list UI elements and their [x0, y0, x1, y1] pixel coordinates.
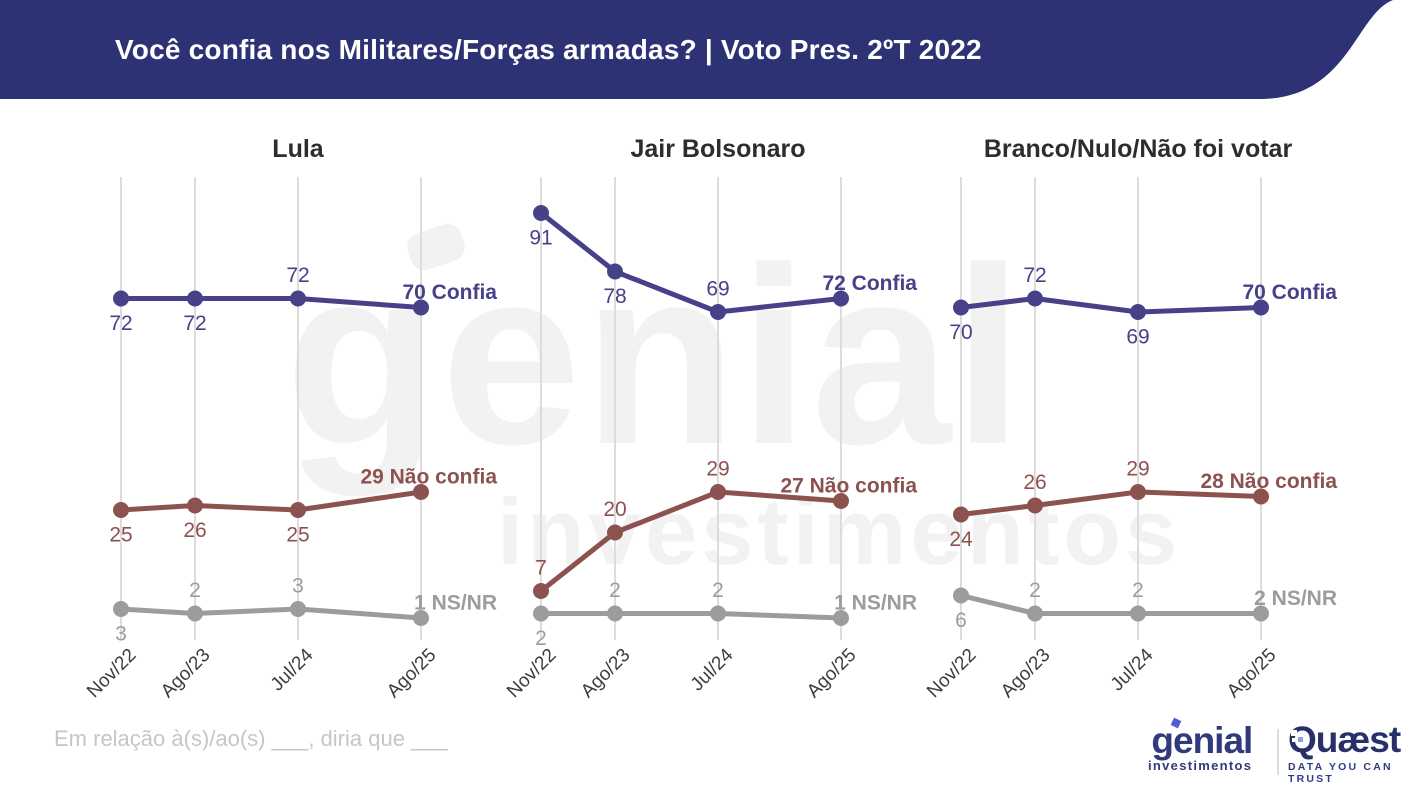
panel-title-bolsonaro: Jair Bolsonaro [630, 135, 806, 163]
footer-logos: genial investimentos Quæst DATA YOU CAN … [1140, 717, 1410, 788]
page-title: Você confia nos Militares/Forças armadas… [115, 33, 982, 65]
svg-text:Ago/25: Ago/25 [383, 645, 440, 702]
svg-text:70 Confia: 70 Confia [1242, 281, 1337, 304]
svg-text:2: 2 [609, 579, 621, 602]
svg-text:2: 2 [535, 627, 547, 650]
svg-text:29 Não confia: 29 Não confia [360, 466, 497, 489]
svg-text:69: 69 [1126, 326, 1149, 349]
svg-text:1 NS/NR: 1 NS/NR [834, 592, 917, 615]
svg-text:1 NS/NR: 1 NS/NR [414, 592, 497, 615]
svg-text:2 NS/NR: 2 NS/NR [1254, 587, 1337, 610]
panel-title-lula: Lula [272, 135, 324, 163]
svg-text:Ago/25: Ago/25 [1223, 645, 1280, 702]
svg-text:6: 6 [955, 609, 967, 632]
svg-text:69: 69 [706, 278, 729, 301]
line-chart-bolsonaro: Nov/22 Ago/23 Jul/24 Ago/25 91 78 69 72 Confia 7… [503, 177, 917, 702]
svg-text:72: 72 [109, 312, 132, 335]
quaest-logo-tagline: DATA YOU CAN TRUST [1288, 761, 1393, 785]
svg-text:Jul/24: Jul/24 [1107, 644, 1158, 695]
quaest-q-pixel-icon [1291, 730, 1297, 736]
svg-text:3: 3 [292, 575, 304, 598]
logo-divider [1277, 729, 1279, 775]
genial-logo-subtitle: investimentos [1148, 758, 1253, 773]
svg-text:7: 7 [535, 557, 547, 580]
svg-text:70 Confia: 70 Confia [402, 281, 497, 304]
watermark-genial: genial [285, 216, 1026, 497]
svg-text:29: 29 [706, 458, 729, 481]
quaest-q-pixel-icon [1292, 738, 1296, 742]
genial-logo-name: genial [1151, 720, 1253, 761]
svg-text:91: 91 [529, 227, 552, 250]
svg-text:20: 20 [603, 498, 626, 521]
svg-text:2: 2 [189, 579, 201, 602]
svg-text:Jul/24: Jul/24 [267, 644, 318, 695]
quaest-logo: Quæst DATA YOU CAN TRUST [1288, 719, 1410, 785]
svg-text:72: 72 [286, 264, 309, 287]
header-curve-decoration [1264, 0, 1424, 99]
chart-panel-bolsonaro: Jair Bolsonaro Nov/22 Ago/23 Jul/24 Ago/25 9… [460, 135, 917, 715]
svg-text:Ago/23: Ago/23 [157, 645, 214, 702]
svg-text:72: 72 [1023, 264, 1046, 287]
header-banner: Você confia nos Militares/Forças armadas… [0, 0, 1424, 99]
svg-text:28 Não confia: 28 Não confia [1200, 470, 1337, 493]
svg-text:24: 24 [949, 528, 973, 551]
svg-text:Nov/22: Nov/22 [923, 645, 980, 702]
line-chart-branco-nulo: Nov/22 Ago/23 Jul/24 Ago/25 70 72 69 70 Confia 2… [923, 177, 1337, 702]
charts-row: Lula Nov/22 Ago/23 Jul/24 Ago/25 72 72 72 70 Co… [40, 135, 1337, 715]
svg-text:26: 26 [183, 519, 206, 542]
svg-text:Ago/25: Ago/25 [803, 645, 860, 702]
svg-text:Ago/23: Ago/23 [997, 645, 1054, 702]
svg-text:Nov/22: Nov/22 [503, 645, 560, 702]
genial-logo: genial investimentos [1148, 717, 1253, 773]
svg-text:Ago/23: Ago/23 [577, 645, 634, 702]
svg-text:2: 2 [1132, 579, 1144, 602]
svg-text:25: 25 [286, 524, 309, 547]
line-chart-lula: Nov/22 Ago/23 Jul/24 Ago/25 72 72 72 70 Confia 2… [83, 177, 497, 702]
quaest-q-pixel-icon [1298, 737, 1303, 742]
svg-text:26: 26 [1023, 471, 1046, 494]
svg-text:72: 72 [183, 312, 206, 335]
chart-panel-branco-nulo: Branco/Nulo/Não foi votar Nov/22 Ago/23 Ju… [880, 135, 1337, 715]
svg-text:72 Confia: 72 Confia [822, 272, 917, 295]
svg-text:27 Não confia: 27 Não confia [780, 475, 917, 498]
svg-text:Jul/24: Jul/24 [687, 644, 738, 695]
panel-title-branco-nulo: Branco/Nulo/Não foi votar [983, 135, 1293, 163]
svg-text:70: 70 [949, 321, 972, 344]
svg-text:Nov/22: Nov/22 [83, 645, 140, 702]
svg-text:29: 29 [1126, 458, 1149, 481]
chart-panel-lula: Lula Nov/22 Ago/23 Jul/24 Ago/25 72 72 72 70 Co… [40, 135, 497, 715]
footer-question: Em relação à(s)/ao(s) ___, diria que ___ [54, 726, 448, 751]
svg-text:2: 2 [712, 579, 724, 602]
svg-text:78: 78 [603, 285, 626, 308]
svg-text:25: 25 [109, 524, 132, 547]
svg-text:2: 2 [1029, 579, 1041, 602]
quaest-logo-name: Quæst [1288, 719, 1401, 760]
svg-text:3: 3 [115, 623, 127, 646]
